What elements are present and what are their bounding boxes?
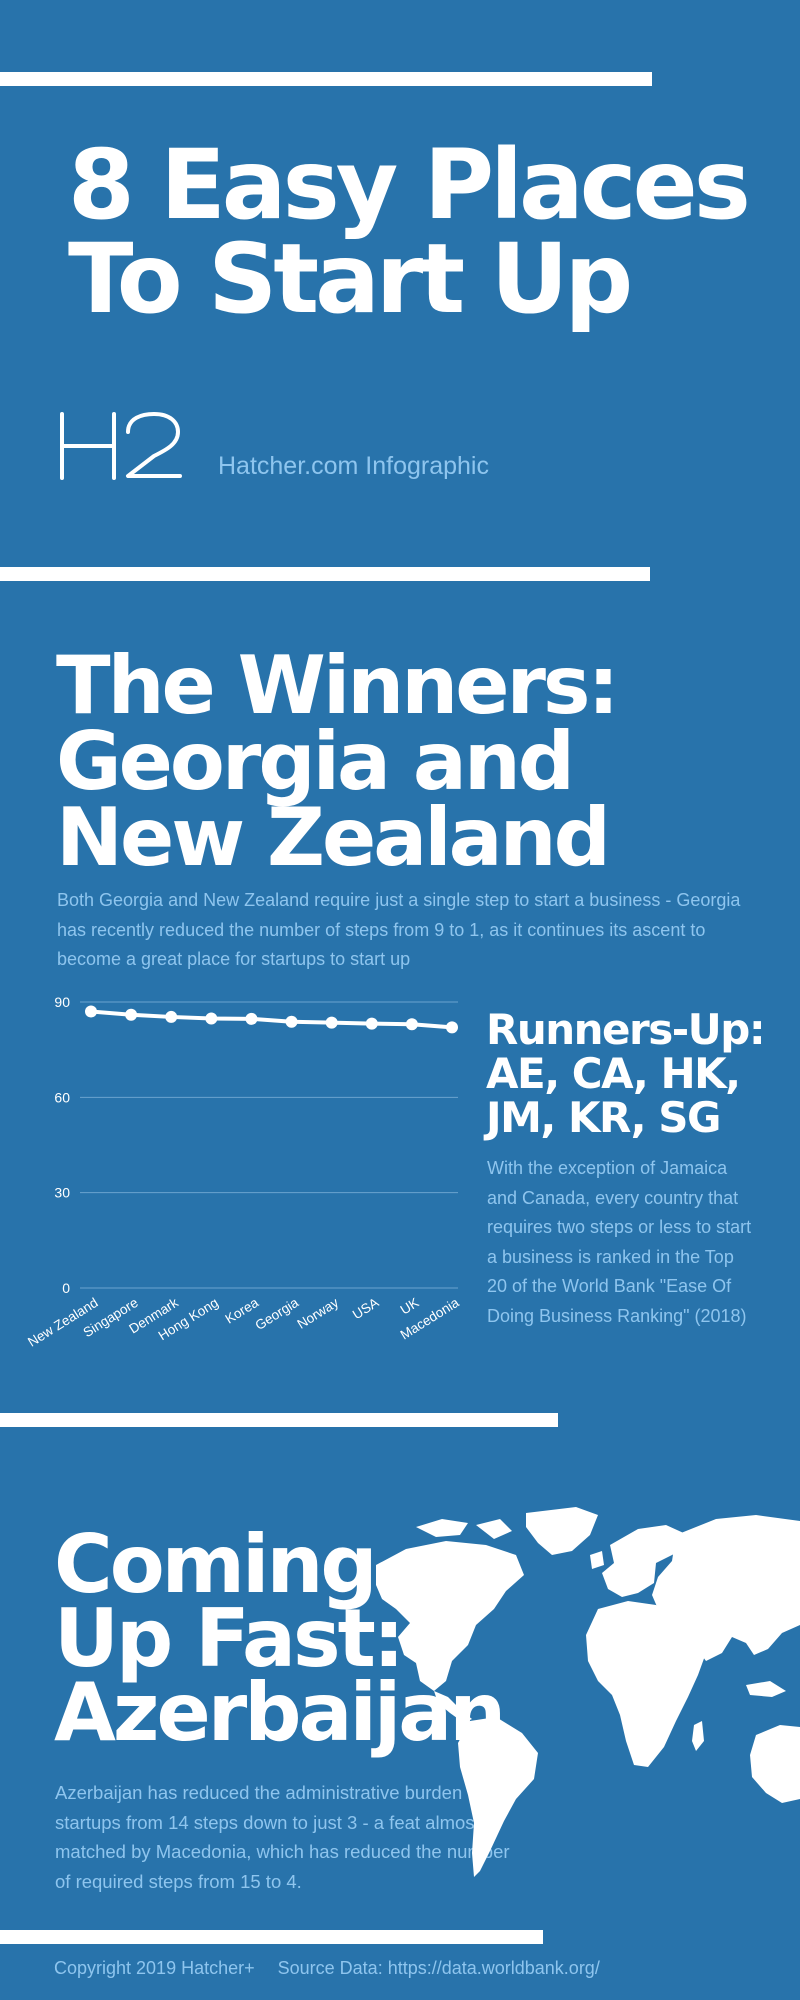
page-title-line-1: 8 Easy Places [68,129,751,241]
chart-series-line [90,1009,453,1030]
winners-description: Both Georgia and New Zealand require jus… [57,890,741,969]
chart-data-point [245,1012,258,1025]
divider-bar-3 [0,1413,558,1427]
chart-data-point [205,1012,218,1025]
coming-up-description: Azerbaijan has reduced the administrativ… [55,1782,510,1892]
footer-source: Source Data: https://data.worldbank.org/ [277,1958,600,1978]
h2-logo: H2 [60,412,182,480]
coming-up-title-line-2: Up Fast: [54,1592,405,1685]
chart-x-tick-label: Norway [294,1295,341,1332]
winners-title-line-2: Georgia and [56,715,575,808]
world-map-icon [376,1507,800,1877]
infographic-caption: Hatcher.com Infographic [218,452,489,480]
chart-data-point [165,1010,178,1023]
chart-data-point [285,1015,298,1028]
chart-data-point [85,1005,97,1018]
chart-x-tick-label: Georgia [252,1295,301,1333]
page-title-line-2: To Start Up [68,223,633,335]
chart-y-tick-label: 60 [54,1089,70,1105]
winners-title-line-1: The Winners: [56,639,620,732]
runners-up-title-line-2: AE, CA, HK, [486,1049,741,1098]
chart-x-tick-label: UK [398,1295,422,1318]
runners-up-title: Runners-Up: AE, CA, HK, JM, KR, SG [486,1008,786,1140]
divider-bar-2 [0,567,650,581]
chart-data-point [405,1018,418,1031]
chart-y-tick-label: 90 [54,994,70,1010]
divider-bar-4 [0,1930,543,1944]
chart-x-tick-label: USA [350,1295,381,1322]
winners-title: The Winners: Georgia and New Zealand [56,646,620,878]
divider-bar-1 [0,72,652,86]
runners-up-title-line-3: JM, KR, SG [486,1093,721,1142]
page-title: 8 Easy Places To Start Up [68,137,751,327]
coming-up-title-line-1: Coming [54,1518,378,1611]
chart-data-point [365,1017,378,1030]
chart-data-point [325,1016,338,1029]
runners-up-title-line-1: Runners-Up: [486,1005,766,1054]
chart-data-point [125,1008,138,1021]
winners-title-line-3: New Zealand [56,791,611,884]
footer-copyright: Copyright 2019 Hatcher+ [54,1958,255,1978]
runners-up-description: With the exception of Jamaica and Canada… [487,1158,752,1326]
chart-y-tick-label: 30 [54,1185,70,1201]
chart-data-point [446,1021,458,1034]
chart-y-tick-label: 0 [62,1280,70,1296]
footer: Copyright 2019 Hatcher+ Source Data: htt… [54,1958,618,1979]
